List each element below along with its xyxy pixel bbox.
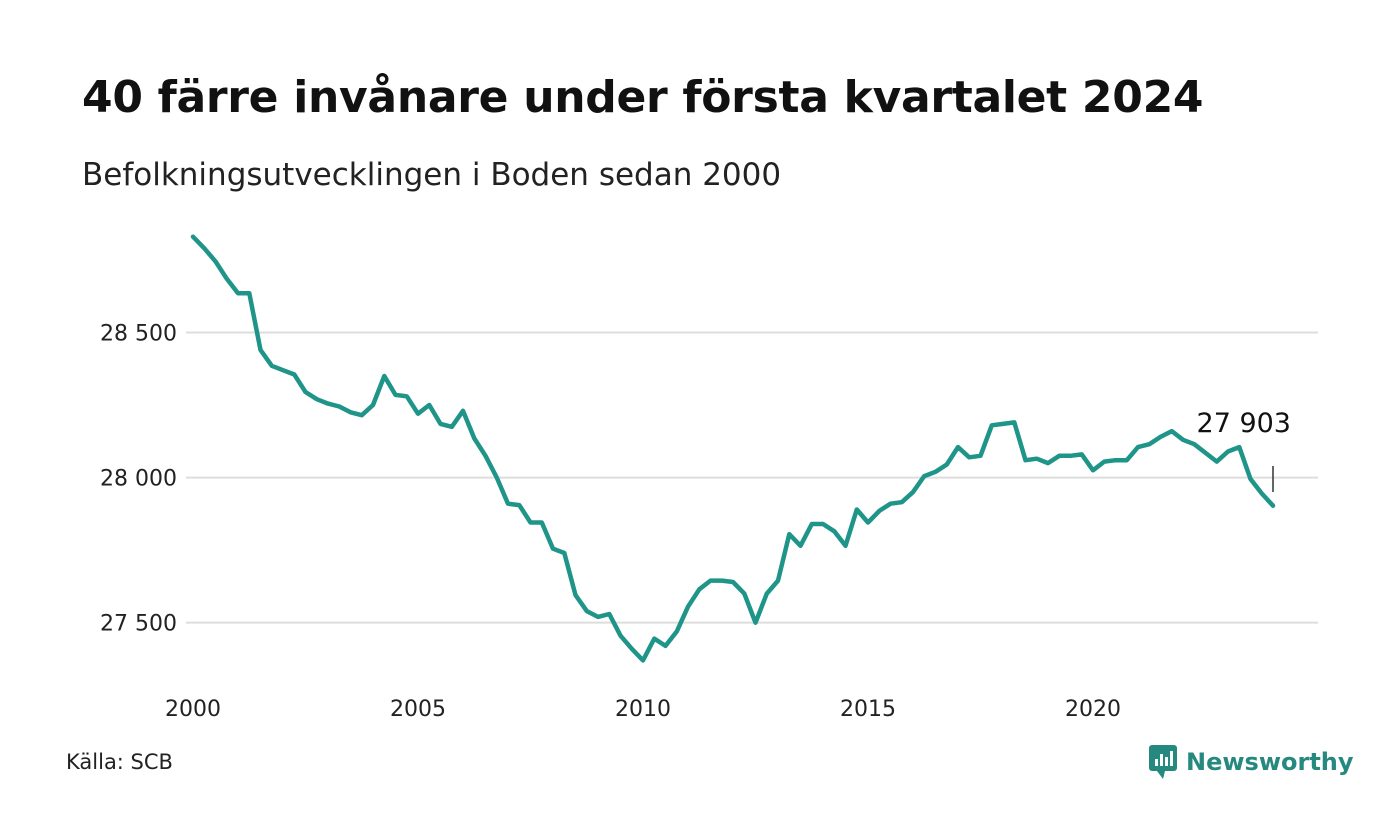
- x-axis-ticks: 2000 2005 2010 2015 2020: [165, 697, 1121, 722]
- brand-logo: Newsworthy: [1148, 744, 1354, 780]
- y-tick-label: 28 000: [100, 467, 177, 492]
- y-tick-label: 28 500: [100, 321, 177, 346]
- x-tick-label: 2010: [615, 697, 671, 722]
- brand-name: Newsworthy: [1186, 748, 1354, 776]
- y-tick-label: 27 500: [100, 612, 177, 637]
- chart-subtitle: Befolkningsutvecklingen i Boden sedan 20…: [82, 157, 782, 193]
- end-value-label: 27 903: [1197, 408, 1291, 439]
- gridlines: [186, 331, 1318, 624]
- chart-title: 40 färre invånare under första kvartalet…: [82, 72, 1204, 123]
- x-tick-label: 2000: [165, 697, 221, 722]
- annotation-layer: 27 903: [1197, 408, 1291, 492]
- series-layer: [190, 234, 1276, 663]
- source-note: Källa: SCB: [66, 750, 173, 774]
- bar-chart-speech-bubble-icon: [1149, 745, 1177, 779]
- series-line: [190, 234, 1276, 663]
- x-tick-label: 2005: [390, 697, 446, 722]
- x-tick-label: 2015: [840, 697, 896, 722]
- x-tick-label: 2020: [1065, 697, 1121, 722]
- y-axis-ticks: 27 500 28 000 28 500: [100, 321, 177, 636]
